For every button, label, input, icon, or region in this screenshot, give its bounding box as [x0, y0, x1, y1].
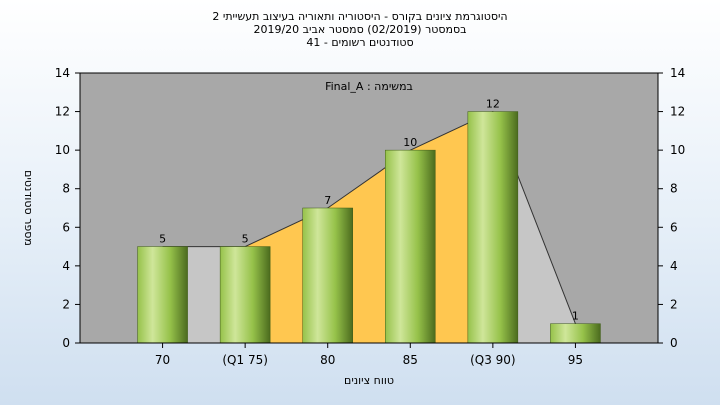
y-tick-label-right-0: 0	[670, 336, 678, 350]
y-axis-label: מספר סטודנטים	[22, 170, 35, 246]
y-tick-label-right-2: 4	[670, 259, 678, 273]
y-tick-label-left-2: 4	[62, 259, 70, 273]
data-label-3: 10	[403, 136, 417, 149]
chart-title-line-3: סטודנטים רשומים - 41	[306, 36, 414, 49]
data-label-4: 12	[486, 98, 500, 111]
x-tick-label-5: 95	[568, 353, 583, 367]
x-axis-label: טווח ציונים	[344, 374, 394, 387]
x-tick-label-0: 70	[155, 353, 170, 367]
bar-3	[385, 149, 436, 344]
y-tick-label-left-3: 6	[62, 220, 70, 234]
chart-subtitle: במשימה : Final_A	[325, 80, 413, 93]
y-tick-label-right-3: 6	[670, 220, 678, 234]
x-tick-label-2: 80	[320, 353, 335, 367]
x-tick-label-3: 85	[403, 353, 418, 367]
bar-0	[137, 246, 188, 344]
y-tick-label-right-7: 14	[670, 66, 685, 80]
chart-title-line-2: בסמסטר (02/2019) סמסטר אביב 2019/20	[253, 23, 467, 36]
y-tick-label-right-1: 2	[670, 297, 678, 311]
chart-title-line-1: היסטוגרמת ציונים בקורס - היסטוריה ותאורי…	[212, 10, 508, 23]
y-tick-label-right-5: 10	[670, 143, 685, 157]
y-tick-label-left-4: 8	[62, 182, 70, 196]
plot-frame	[79, 72, 659, 344]
bar-4	[467, 111, 519, 344]
x-tick-label-1: (Q1 75)	[222, 353, 268, 367]
data-label-2: 7	[324, 194, 331, 207]
data-label-1: 5	[242, 233, 249, 246]
y-tick-label-right-6: 12	[670, 105, 685, 119]
bar-1	[219, 246, 271, 344]
y-tick-label-left-6: 12	[55, 105, 70, 119]
y-tick-label-left-1: 2	[62, 297, 70, 311]
y-tick-label-left-7: 14	[55, 66, 70, 80]
data-label-5: 1	[572, 310, 579, 323]
y-tick-label-left-5: 10	[55, 143, 70, 157]
bar-5	[550, 323, 601, 344]
y-tick-label-right-4: 8	[670, 182, 678, 196]
bar-2	[302, 207, 353, 344]
x-tick-label-4: (Q3 90)	[470, 353, 516, 367]
y-tick-label-left-0: 0	[62, 336, 70, 350]
data-label-0: 5	[159, 233, 166, 246]
